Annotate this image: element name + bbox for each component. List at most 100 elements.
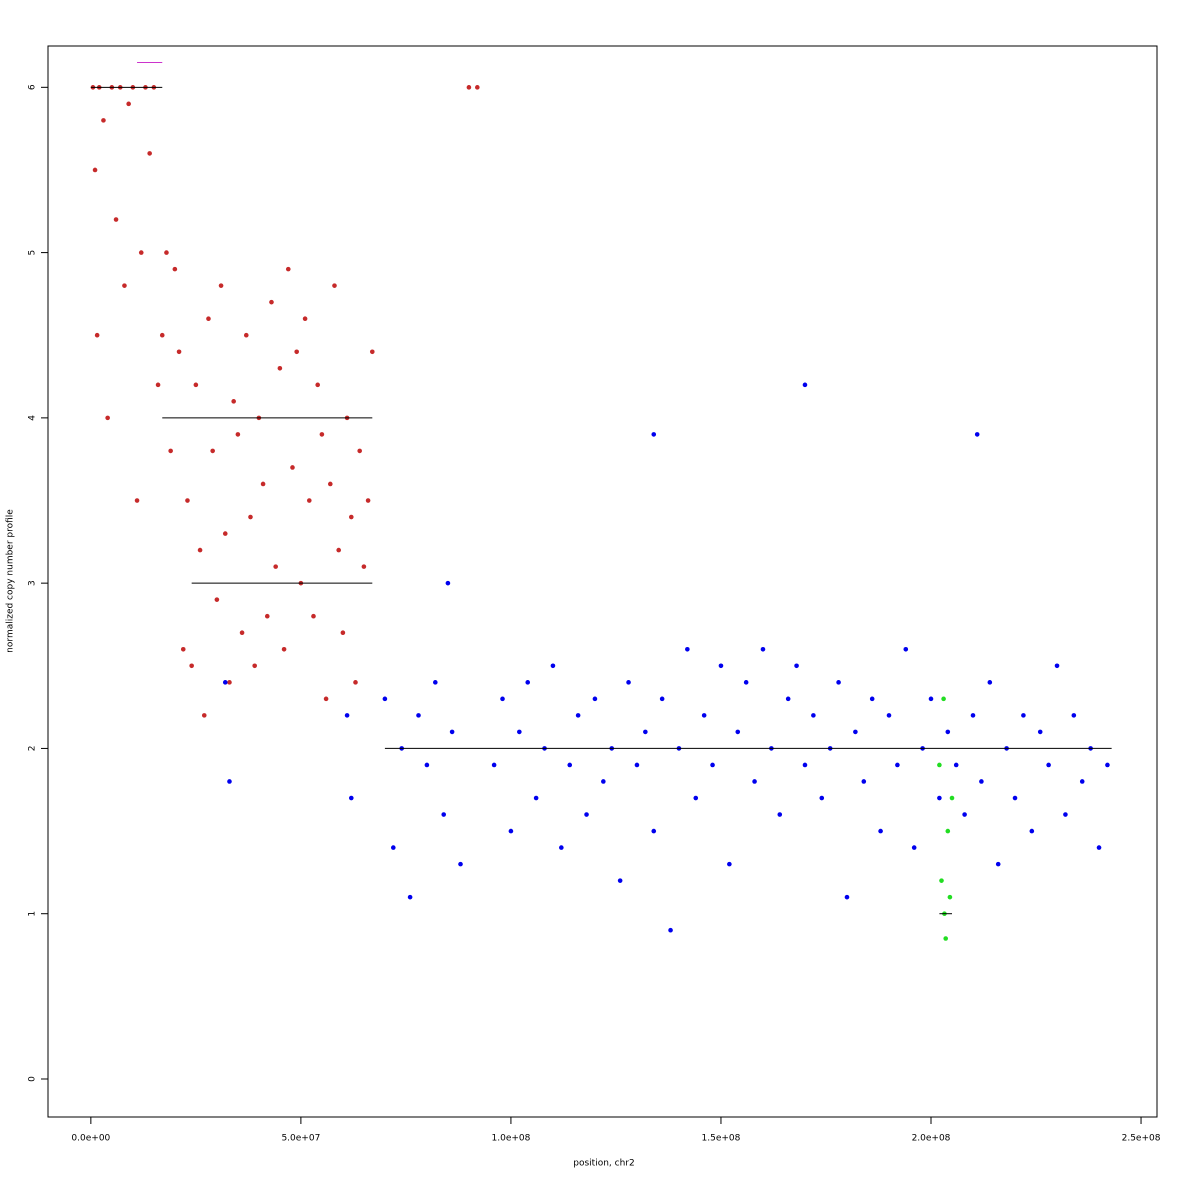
point [802,382,808,388]
point [710,762,715,768]
point [903,646,909,652]
x-tick-label: 2.5e+08 [1122,1134,1161,1144]
point [105,415,110,421]
point [424,762,430,768]
point [974,432,980,437]
plot-frame [47,45,1158,1118]
point [727,861,732,867]
point [525,680,531,685]
point [290,465,295,470]
point [458,861,463,867]
point [886,713,892,718]
point [947,894,953,900]
point [953,762,959,768]
point [777,812,783,817]
point [617,878,623,883]
y-tick-label: 1 [28,911,38,917]
point [210,448,215,454]
point [693,795,699,801]
point [939,878,944,883]
point [567,762,573,768]
point [180,646,186,652]
point [285,266,291,272]
point [227,779,232,784]
point [819,795,825,801]
point [94,332,100,338]
point [260,481,266,487]
point [1071,713,1077,718]
y-tick-label: 6 [28,84,38,90]
point [126,101,131,107]
point [937,795,942,801]
point [138,250,144,255]
point [193,382,199,388]
point [878,828,883,834]
point [491,762,497,768]
point [327,481,333,487]
point [962,812,967,817]
point [172,266,178,272]
point [937,762,942,768]
point [264,613,270,619]
point [416,713,421,718]
point [311,613,316,619]
point [517,729,522,735]
point [407,894,413,900]
point [979,779,984,784]
point [449,729,455,735]
point [391,845,396,850]
point [159,332,165,338]
point [685,646,690,652]
point [277,365,283,371]
point [369,349,375,355]
point [592,696,598,702]
point [189,663,194,669]
point [475,85,480,90]
point [185,498,190,503]
point [651,432,657,437]
point [235,432,241,437]
point [941,696,946,702]
point [201,713,207,718]
x-axis-label: position, chr2 [573,1159,634,1169]
y-tick-label: 5 [28,250,38,256]
point [122,283,127,288]
point [508,828,514,834]
point [306,498,312,503]
point [752,779,757,784]
point [928,696,934,702]
point [1079,779,1085,784]
point [861,779,867,784]
point [357,448,362,454]
point [239,630,245,636]
point [294,349,299,355]
point [441,812,447,817]
point [601,779,606,784]
point [970,713,976,718]
point [869,696,875,702]
x-tick-label: 1.5e+08 [702,1134,741,1144]
point [319,432,325,437]
point [353,680,358,685]
x-tick-label: 0.0e+00 [71,1134,110,1144]
point [361,564,367,569]
point [164,250,169,255]
point [844,894,850,900]
point [668,927,673,933]
point [243,332,249,338]
point [1063,812,1068,817]
point [92,167,98,173]
point [559,845,564,850]
x-tick-label: 5.0e+07 [281,1134,320,1144]
y-tick-label: 2 [28,746,38,752]
point [168,448,173,454]
point [945,828,951,834]
point [218,283,224,288]
point [231,399,236,404]
point [340,630,346,636]
point [222,531,228,536]
point [743,680,749,685]
point [248,514,253,520]
point [273,564,278,569]
